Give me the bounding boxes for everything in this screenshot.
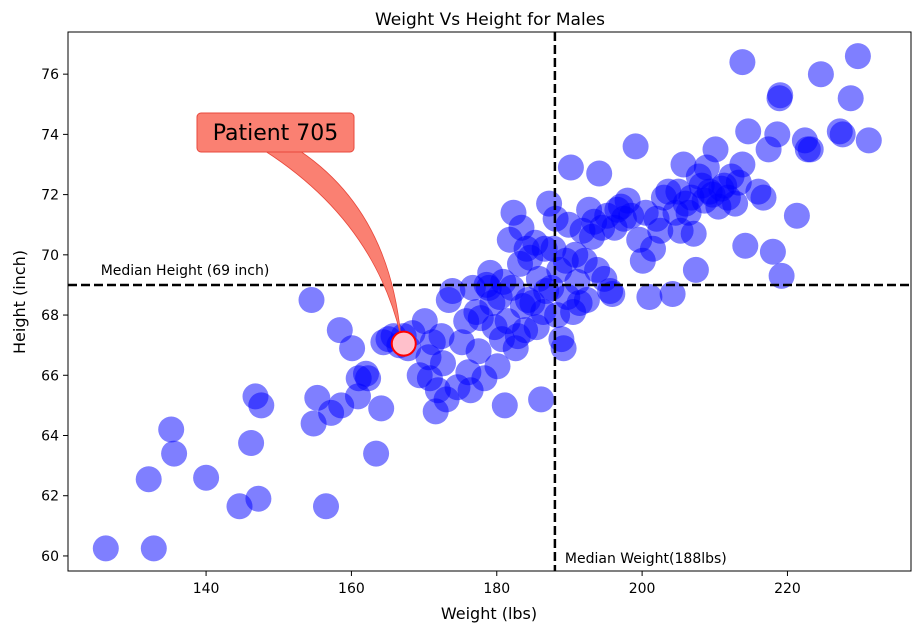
data-point [428,323,455,350]
data-point [767,82,794,109]
median-height-label: Median Height (69 inch) [101,263,270,279]
data-point [135,466,162,493]
data-point [829,121,856,148]
data-point [586,160,613,187]
x-axis-label: Weight (lbs) [441,604,537,623]
data-point [430,350,456,377]
data-point [248,392,275,419]
data-point [158,416,185,443]
data-point [768,262,795,289]
y-tick-label: 76 [41,67,59,83]
data-point [636,284,663,310]
data-point [750,184,777,211]
data-point [855,127,882,154]
data-point [368,395,395,422]
y-tick-label: 68 [41,308,59,324]
data-point [659,281,686,307]
y-axis-label: Height (inch) [10,250,29,354]
y-tick-label: 70 [41,248,59,264]
data-point [491,392,518,419]
data-point [465,338,492,365]
data-point [484,353,511,380]
data-point [557,154,584,181]
data-point [764,121,791,148]
data-points [92,43,882,562]
data-point [245,485,272,512]
data-point [680,220,707,247]
data-point [647,217,674,244]
data-point [193,464,220,491]
y-tick-label: 60 [41,549,59,565]
patient-callout: Patient 705 [196,112,417,357]
data-point [363,440,390,467]
data-point [573,287,600,313]
data-point [238,430,265,456]
data-point [599,281,626,307]
data-point [682,256,709,283]
data-point [313,493,339,520]
callout-arrow [263,150,402,336]
data-point [732,232,759,259]
y-tick-label: 64 [41,428,59,444]
data-point [844,43,871,70]
x-tick-label: 200 [629,581,656,597]
data-point [92,535,119,562]
data-point [729,151,756,178]
x-tick-label: 180 [483,581,510,597]
data-point [355,365,382,392]
data-point [298,287,325,313]
y-tick-label: 62 [41,489,59,505]
data-point [411,308,438,335]
data-point [722,190,749,217]
data-point [759,238,786,265]
data-point [702,136,729,163]
callout-label: Patient 705 [213,121,339,146]
data-point [797,136,824,163]
data-point [550,335,577,362]
data-point [622,133,649,160]
x-tick-label: 140 [193,581,220,597]
highlighted-patient-point [390,330,417,357]
data-point [339,335,366,362]
x-tick-label: 220 [774,581,801,597]
plot-frame [67,31,912,572]
data-point [837,85,864,112]
data-point [528,386,555,413]
y-tick-label: 74 [41,127,59,143]
data-point [735,118,762,145]
data-point [161,440,188,467]
axis-ticks: 140 160 180 200 220 60 62 64 66 68 70 72 74 76 [41,67,801,597]
x-tick-label: 160 [338,581,365,597]
data-point [140,535,167,562]
chart-title: Weight Vs Height for Males [375,10,605,30]
data-point [807,61,834,88]
data-point [783,202,810,229]
y-tick-label: 66 [41,368,59,384]
median-lines [68,32,911,571]
y-tick-label: 72 [41,188,59,204]
callout-box [196,112,355,153]
median-weight-label: Median Weight(188lbs) [565,551,727,567]
data-point [729,49,756,76]
